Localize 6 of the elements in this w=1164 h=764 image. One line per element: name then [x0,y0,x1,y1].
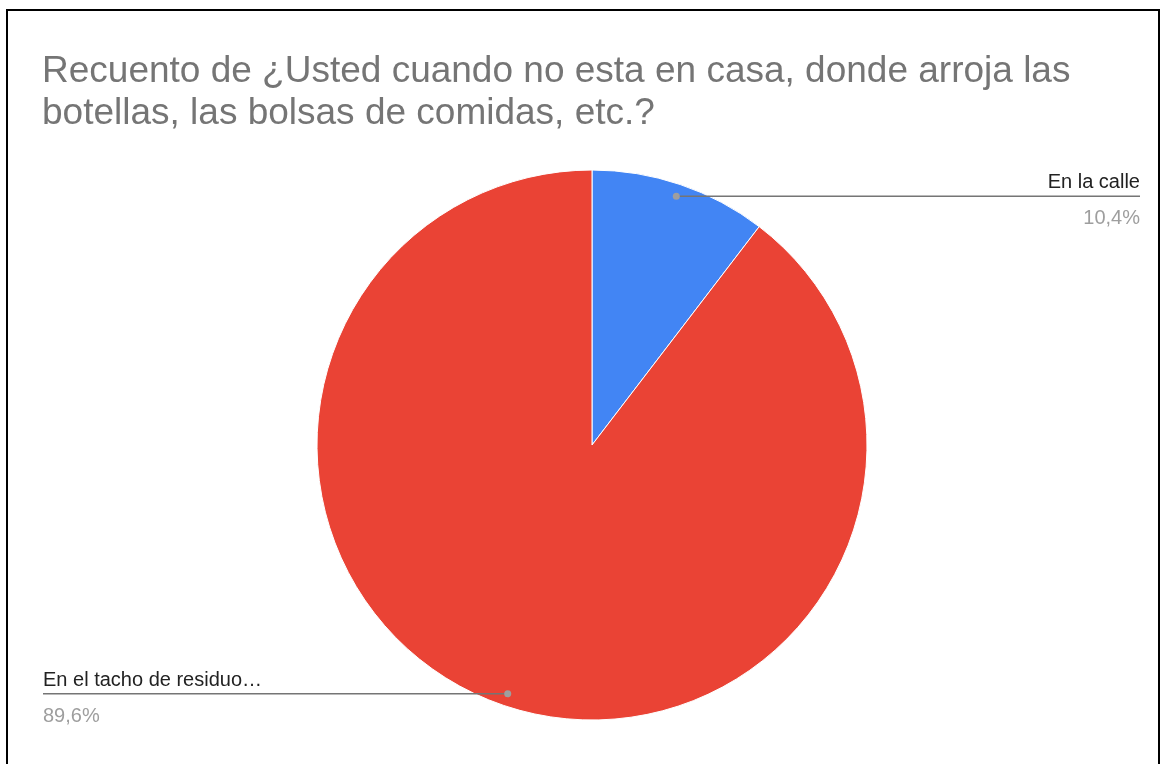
data-label: 10,4% [1083,206,1141,229]
data-label: 89,6% [43,703,100,726]
slice-label: En el tacho de residuo… [43,667,263,690]
slice-label: En la calle [1047,170,1140,193]
chart-title: Recuento de ¿Usted cuando no esta en casa, donde arroja las botellas, las bolsas de comidas, etc.? [42,49,1071,132]
pie-slice [316,169,868,721]
